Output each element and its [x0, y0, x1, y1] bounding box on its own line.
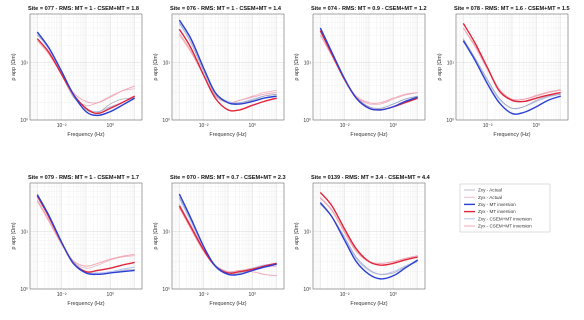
series-line-zyx-mt [36, 38, 135, 115]
series-line-zxy-mt [462, 40, 561, 115]
series-line-zyx-actual [37, 199, 135, 269]
y-tick-label: 10¹ [21, 60, 29, 66]
chart-title: Site = 074 - RMS: MT = 0.9 - CSEM+MT = 1… [311, 6, 427, 12]
series-line-zxy-mt [178, 193, 277, 276]
y-tick-label: 10¹ [21, 229, 29, 235]
x-tick-label: 10⁻² [57, 123, 67, 129]
plot-frame [29, 13, 143, 121]
y-tick-label: 10⁰ [446, 118, 454, 124]
plot-frame [312, 13, 426, 121]
x-tick-label: 10⁰ [107, 292, 115, 298]
chart-panel-1: 10⁻² 10⁰ 10⁰ 10¹ Frequency (Hz) ρ app (Ωm) Sit… [11, 6, 143, 138]
y-tick-label: 10¹ [304, 229, 312, 235]
legend-label-zyx-actual: Zyx - Actual [478, 195, 502, 200]
series-line-zyx-csem [36, 200, 135, 267]
legend-label-zxy-actual: Zxy - Actual [478, 188, 502, 193]
x-tick-label: 10⁻² [340, 292, 350, 298]
y-tick-label: 10⁰ [20, 287, 28, 293]
plot-frame [171, 13, 285, 121]
series-line-zxy-mt [178, 19, 277, 105]
plot-frame [29, 182, 143, 290]
chart-panel-6: 10⁻² 10⁰ 10⁰ 10¹ Frequency (Hz) ρ app (Ωm) Sit… [153, 175, 286, 307]
y-axis-label: ρ app (Ωm) [294, 222, 300, 249]
y-tick-label: 10¹ [163, 229, 171, 235]
chart-title: Site = 076 - RMS: MT = 1 - CSEM+MT = 1.4 [170, 6, 282, 12]
y-axis-label: ρ app (Ωm) [153, 53, 159, 80]
series-line-zyx-actual [463, 27, 561, 101]
gridlines [312, 182, 426, 290]
y-tick-label: 10⁰ [162, 287, 170, 293]
x-tick-label: 10⁰ [249, 292, 257, 298]
y-axis-label: ρ app (Ωm) [11, 53, 17, 80]
x-axis-label: Frequency (Hz) [493, 132, 530, 138]
plot-frame [455, 13, 569, 121]
y-tick-label: 10¹ [163, 60, 171, 66]
legend-label-zxy-csem: Zxy - CSEM+MT inversion [478, 216, 532, 221]
series-line-zxy-actual [463, 38, 561, 110]
x-tick-label: 10⁻² [57, 292, 67, 298]
x-tick-label: 10⁻² [483, 123, 493, 129]
y-tick-label: 10⁰ [303, 118, 311, 124]
series-line-zxy-mt [319, 27, 418, 111]
y-tick-label: 10⁰ [20, 118, 28, 124]
series-line-zyx-mt [462, 23, 561, 103]
y-tick-label: 10⁰ [162, 118, 170, 124]
series-line-zyx-mt [178, 28, 277, 112]
y-axis-label: ρ app (Ωm) [11, 222, 17, 249]
plot-frame [312, 182, 426, 290]
x-axis-label: Frequency (Hz) [350, 301, 387, 307]
chart-title: Site = 0139 - RMS: MT = 3.4 - CSEM+MT = … [311, 175, 431, 181]
x-tick-label: 10⁻² [340, 123, 350, 129]
chart-title: Site = 070 - RMS: MT = 0.7 - CSEM+MT = 2… [170, 175, 286, 181]
x-tick-label: 10⁰ [390, 123, 398, 129]
legend-label-zxy-mt: Zxy - MT inversion [478, 202, 516, 207]
series-line-zxy-mt [36, 31, 136, 117]
x-tick-label: 10⁰ [107, 123, 115, 129]
x-axis-label: Frequency (Hz) [209, 132, 246, 138]
y-tick-label: 10¹ [304, 60, 312, 66]
chart-title: Site = 078 - RMS: MT = 1.6 - CSEM+MT = 1… [454, 6, 570, 12]
x-axis-label: Frequency (Hz) [209, 301, 246, 307]
legend-box [459, 183, 551, 233]
series-line-zxy-mt [36, 194, 135, 276]
x-tick-label: 10⁻² [199, 292, 209, 298]
series-line-zyx-mt [319, 191, 418, 266]
x-tick-label: 10⁰ [533, 123, 541, 129]
y-tick-label: 10¹ [447, 60, 455, 66]
chart-panel-4: 10⁻² 10⁰ 10⁰ 10¹ Frequency (Hz) ρ app (Ωm) Sit… [437, 6, 570, 138]
y-axis-label: ρ app (Ωm) [294, 53, 300, 80]
x-axis-label: Frequency (Hz) [350, 132, 387, 138]
chart-panel-5: 10⁻² 10⁰ 10⁰ 10¹ Frequency (Hz) ρ app (Ωm) Sit… [11, 175, 143, 307]
chart-panel-3: 10⁻² 10⁰ 10⁰ 10¹ Frequency (Hz) ρ app (Ωm) Sit… [294, 6, 427, 138]
y-axis-label: ρ app (Ωm) [153, 222, 159, 249]
y-tick-label: 10⁰ [303, 287, 311, 293]
chart-panel-2: 10⁻² 10⁰ 10⁰ 10¹ Frequency (Hz) ρ app (Ωm) Sit… [153, 6, 285, 138]
x-tick-label: 10⁰ [249, 123, 257, 129]
chart-panel-7: 10⁻² 10⁰ 10⁰ 10¹ Frequency (Hz) ρ app (Ωm) Sit… [294, 175, 431, 307]
legend-label-zyx-mt: Zyx - MT inversion [478, 209, 516, 214]
legend: Zxy - Actual Zyx - Actual Zxy - MT inversi… [459, 183, 551, 233]
y-axis-label: ρ app (Ωm) [437, 53, 443, 80]
x-tick-label: 10⁰ [390, 292, 398, 298]
chart-title: Site = 077 - RMS: MT = 1 - CSEM+MT = 1.8 [28, 6, 139, 12]
series-line-zyx-mt [178, 205, 277, 274]
chart-title: Site = 079 - RMS: MT = 1 - CSEM+MT = 1.7 [28, 175, 139, 181]
x-axis-label: Frequency (Hz) [67, 301, 104, 307]
series-line-zxy-mt [319, 202, 419, 280]
legend-label-zyx-csem: Zyx - CSEM+MT inversion [478, 224, 532, 229]
plot-frame [171, 182, 285, 290]
x-tick-label: 10⁻² [199, 123, 209, 129]
x-axis-label: Frequency (Hz) [67, 132, 104, 138]
